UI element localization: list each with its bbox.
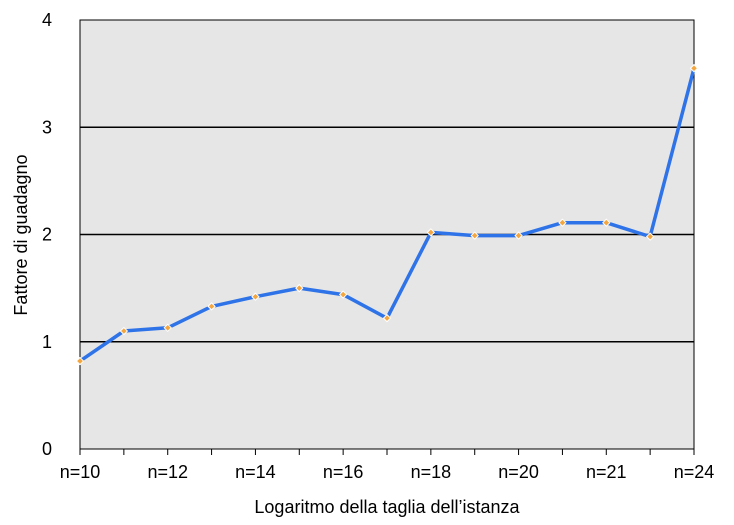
data-point [426, 228, 436, 237]
data-point [251, 292, 260, 301]
data-point [382, 313, 392, 323]
gridlines [80, 126, 694, 343]
y-tick-label: 1 [42, 332, 52, 352]
x-tick-label: n=20 [498, 462, 539, 482]
data-point [295, 283, 304, 293]
series-group [75, 64, 699, 366]
x-axis-ticks: n=10 n=12 n=14 n=16 n=18 n=20 n=21 n=24 [60, 449, 715, 482]
x-tick-label: n=10 [60, 462, 101, 482]
x-axis-title: Logaritmo della taglia dell’istanza [254, 497, 520, 517]
data-point [119, 326, 129, 336]
y-tick-label: 2 [42, 225, 52, 245]
x-tick-label: n=24 [674, 462, 715, 482]
y-axis-ticks: 0 1 2 3 4 [42, 10, 52, 459]
y-axis-title: Fattore di guadagno [11, 154, 31, 315]
data-point [470, 231, 479, 240]
x-tick-label: n=12 [147, 462, 188, 482]
y-tick-label: 3 [42, 117, 52, 137]
data-point [163, 323, 172, 333]
data-point [602, 218, 611, 227]
data-point [207, 302, 216, 311]
data-point [514, 231, 523, 240]
data-point [689, 64, 699, 73]
data-point [75, 356, 85, 366]
x-tick-label: n=21 [586, 462, 627, 482]
x-tick-label: n=16 [323, 462, 364, 482]
x-tick-label: n=18 [411, 462, 452, 482]
y-tick-label: 4 [42, 10, 52, 30]
data-point [558, 218, 567, 227]
data-point [338, 290, 348, 299]
data-point [645, 232, 655, 241]
x-tick-label: n=14 [235, 462, 276, 482]
y-tick-label: 0 [42, 439, 52, 459]
